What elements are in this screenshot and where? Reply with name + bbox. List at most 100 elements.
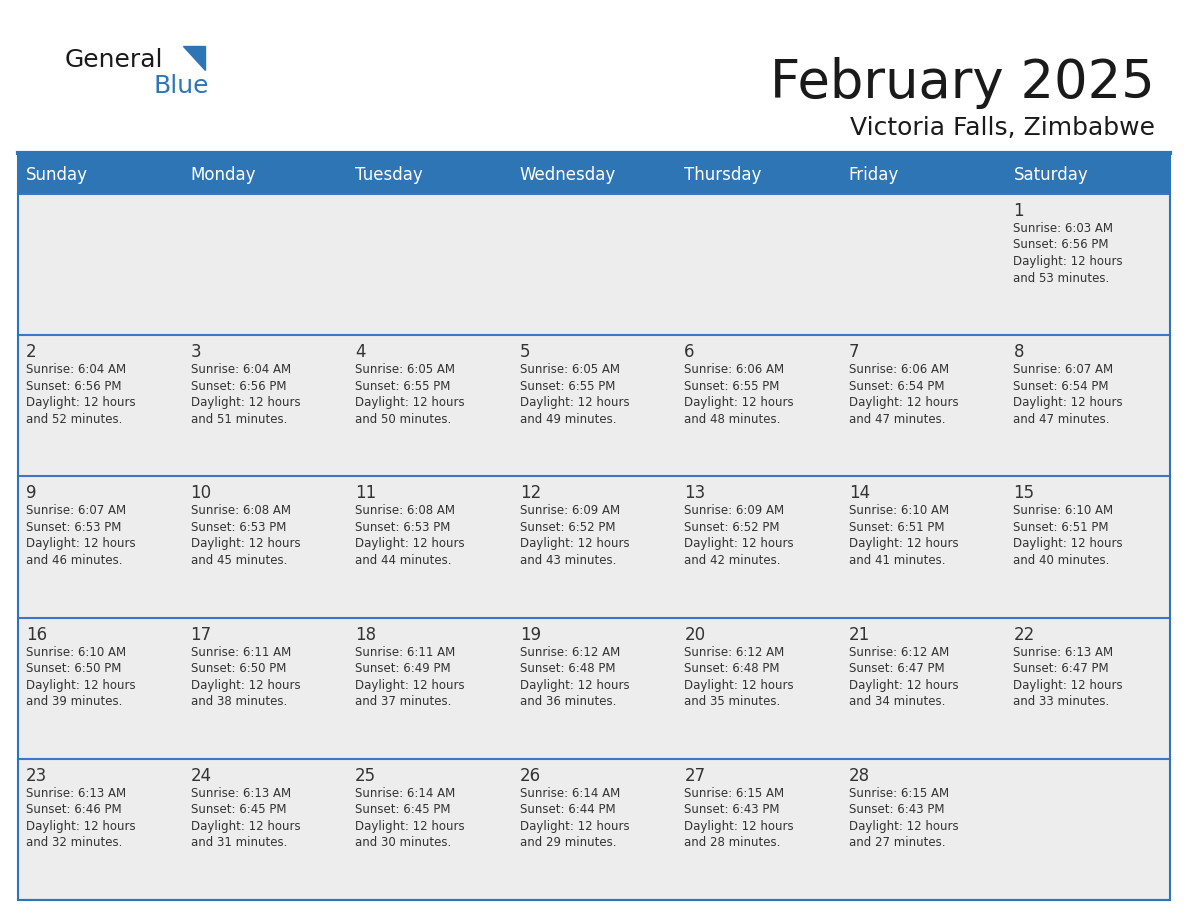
- Text: 11: 11: [355, 485, 377, 502]
- Text: Sunrise: 6:05 AM: Sunrise: 6:05 AM: [519, 364, 620, 376]
- Text: Sunrise: 6:15 AM: Sunrise: 6:15 AM: [849, 787, 949, 800]
- Text: Sunset: 6:52 PM: Sunset: 6:52 PM: [519, 521, 615, 534]
- Text: Sunrise: 6:11 AM: Sunrise: 6:11 AM: [190, 645, 291, 658]
- Bar: [512, 335, 676, 476]
- Text: and 37 minutes.: and 37 minutes.: [355, 695, 451, 708]
- Text: Sunrise: 6:13 AM: Sunrise: 6:13 AM: [1013, 645, 1113, 658]
- Text: Daylight: 12 hours: Daylight: 12 hours: [684, 820, 794, 833]
- Text: 3: 3: [190, 343, 201, 361]
- Bar: [183, 759, 347, 900]
- Text: 5: 5: [519, 343, 530, 361]
- Bar: [512, 476, 676, 618]
- Text: Sunset: 6:51 PM: Sunset: 6:51 PM: [1013, 521, 1108, 534]
- Text: Sunset: 6:54 PM: Sunset: 6:54 PM: [1013, 380, 1108, 393]
- Text: Sunset: 6:50 PM: Sunset: 6:50 PM: [190, 662, 286, 675]
- Bar: [183, 194, 347, 335]
- Text: Daylight: 12 hours: Daylight: 12 hours: [355, 820, 465, 833]
- Text: 24: 24: [190, 767, 211, 785]
- Text: Sunrise: 6:11 AM: Sunrise: 6:11 AM: [355, 645, 455, 658]
- Text: and 33 minutes.: and 33 minutes.: [1013, 695, 1110, 708]
- Text: Blue: Blue: [153, 74, 209, 98]
- Text: Daylight: 12 hours: Daylight: 12 hours: [849, 678, 959, 691]
- Bar: [841, 759, 1005, 900]
- Bar: [347, 156, 512, 194]
- Text: 27: 27: [684, 767, 706, 785]
- Text: Daylight: 12 hours: Daylight: 12 hours: [355, 678, 465, 691]
- Bar: [676, 618, 841, 759]
- Text: Sunset: 6:55 PM: Sunset: 6:55 PM: [684, 380, 779, 393]
- Text: Thursday: Thursday: [684, 166, 762, 184]
- Text: and 36 minutes.: and 36 minutes.: [519, 695, 617, 708]
- Text: Daylight: 12 hours: Daylight: 12 hours: [26, 678, 135, 691]
- Text: 22: 22: [1013, 625, 1035, 644]
- Text: 1: 1: [1013, 202, 1024, 220]
- Text: Daylight: 12 hours: Daylight: 12 hours: [1013, 397, 1123, 409]
- Bar: [676, 156, 841, 194]
- Text: Sunday: Sunday: [26, 166, 88, 184]
- Text: 15: 15: [1013, 485, 1035, 502]
- Text: Daylight: 12 hours: Daylight: 12 hours: [849, 537, 959, 551]
- Bar: [1005, 618, 1170, 759]
- Text: Daylight: 12 hours: Daylight: 12 hours: [1013, 537, 1123, 551]
- Text: Sunrise: 6:09 AM: Sunrise: 6:09 AM: [519, 504, 620, 518]
- Text: Daylight: 12 hours: Daylight: 12 hours: [684, 678, 794, 691]
- Text: 7: 7: [849, 343, 859, 361]
- Text: Sunrise: 6:04 AM: Sunrise: 6:04 AM: [190, 364, 291, 376]
- Text: 21: 21: [849, 625, 870, 644]
- Text: Sunset: 6:47 PM: Sunset: 6:47 PM: [1013, 662, 1110, 675]
- Text: February 2025: February 2025: [770, 57, 1155, 109]
- Bar: [512, 156, 676, 194]
- Text: 4: 4: [355, 343, 366, 361]
- Text: Sunset: 6:50 PM: Sunset: 6:50 PM: [26, 662, 121, 675]
- Text: Daylight: 12 hours: Daylight: 12 hours: [26, 820, 135, 833]
- Text: and 38 minutes.: and 38 minutes.: [190, 695, 286, 708]
- Text: 12: 12: [519, 485, 541, 502]
- Text: Sunrise: 6:09 AM: Sunrise: 6:09 AM: [684, 504, 784, 518]
- Text: Sunset: 6:48 PM: Sunset: 6:48 PM: [684, 662, 779, 675]
- Text: Sunset: 6:46 PM: Sunset: 6:46 PM: [26, 803, 121, 816]
- Text: Sunrise: 6:14 AM: Sunrise: 6:14 AM: [355, 787, 455, 800]
- Text: Sunrise: 6:05 AM: Sunrise: 6:05 AM: [355, 364, 455, 376]
- Bar: [183, 618, 347, 759]
- Text: Sunset: 6:45 PM: Sunset: 6:45 PM: [190, 803, 286, 816]
- Text: Sunset: 6:49 PM: Sunset: 6:49 PM: [355, 662, 450, 675]
- Text: 13: 13: [684, 485, 706, 502]
- Text: and 41 minutes.: and 41 minutes.: [849, 554, 946, 567]
- Bar: [676, 335, 841, 476]
- Text: and 50 minutes.: and 50 minutes.: [355, 413, 451, 426]
- Text: General: General: [65, 48, 164, 72]
- Text: 9: 9: [26, 485, 37, 502]
- Text: 20: 20: [684, 625, 706, 644]
- Text: and 35 minutes.: and 35 minutes.: [684, 695, 781, 708]
- Text: Sunset: 6:53 PM: Sunset: 6:53 PM: [355, 521, 450, 534]
- Bar: [1005, 335, 1170, 476]
- Bar: [1005, 476, 1170, 618]
- Text: Sunrise: 6:04 AM: Sunrise: 6:04 AM: [26, 364, 126, 376]
- Text: and 31 minutes.: and 31 minutes.: [190, 836, 287, 849]
- Text: Sunset: 6:56 PM: Sunset: 6:56 PM: [190, 380, 286, 393]
- Text: Sunset: 6:55 PM: Sunset: 6:55 PM: [355, 380, 450, 393]
- Text: 17: 17: [190, 625, 211, 644]
- Text: 23: 23: [26, 767, 48, 785]
- Text: Sunset: 6:53 PM: Sunset: 6:53 PM: [26, 521, 121, 534]
- Text: Victoria Falls, Zimbabwe: Victoria Falls, Zimbabwe: [849, 116, 1155, 140]
- Text: Daylight: 12 hours: Daylight: 12 hours: [1013, 255, 1123, 268]
- Text: Sunrise: 6:12 AM: Sunrise: 6:12 AM: [849, 645, 949, 658]
- Text: and 40 minutes.: and 40 minutes.: [1013, 554, 1110, 567]
- Text: Sunset: 6:56 PM: Sunset: 6:56 PM: [26, 380, 121, 393]
- Text: and 28 minutes.: and 28 minutes.: [684, 836, 781, 849]
- Bar: [676, 194, 841, 335]
- Bar: [183, 476, 347, 618]
- Text: 28: 28: [849, 767, 870, 785]
- Text: Daylight: 12 hours: Daylight: 12 hours: [355, 397, 465, 409]
- Text: Daylight: 12 hours: Daylight: 12 hours: [190, 678, 301, 691]
- Text: Daylight: 12 hours: Daylight: 12 hours: [684, 537, 794, 551]
- Text: and 43 minutes.: and 43 minutes.: [519, 554, 617, 567]
- Text: 26: 26: [519, 767, 541, 785]
- Text: 6: 6: [684, 343, 695, 361]
- Text: and 52 minutes.: and 52 minutes.: [26, 413, 122, 426]
- Text: Sunrise: 6:08 AM: Sunrise: 6:08 AM: [190, 504, 291, 518]
- Text: Tuesday: Tuesday: [355, 166, 423, 184]
- Text: 19: 19: [519, 625, 541, 644]
- Bar: [18, 156, 1170, 900]
